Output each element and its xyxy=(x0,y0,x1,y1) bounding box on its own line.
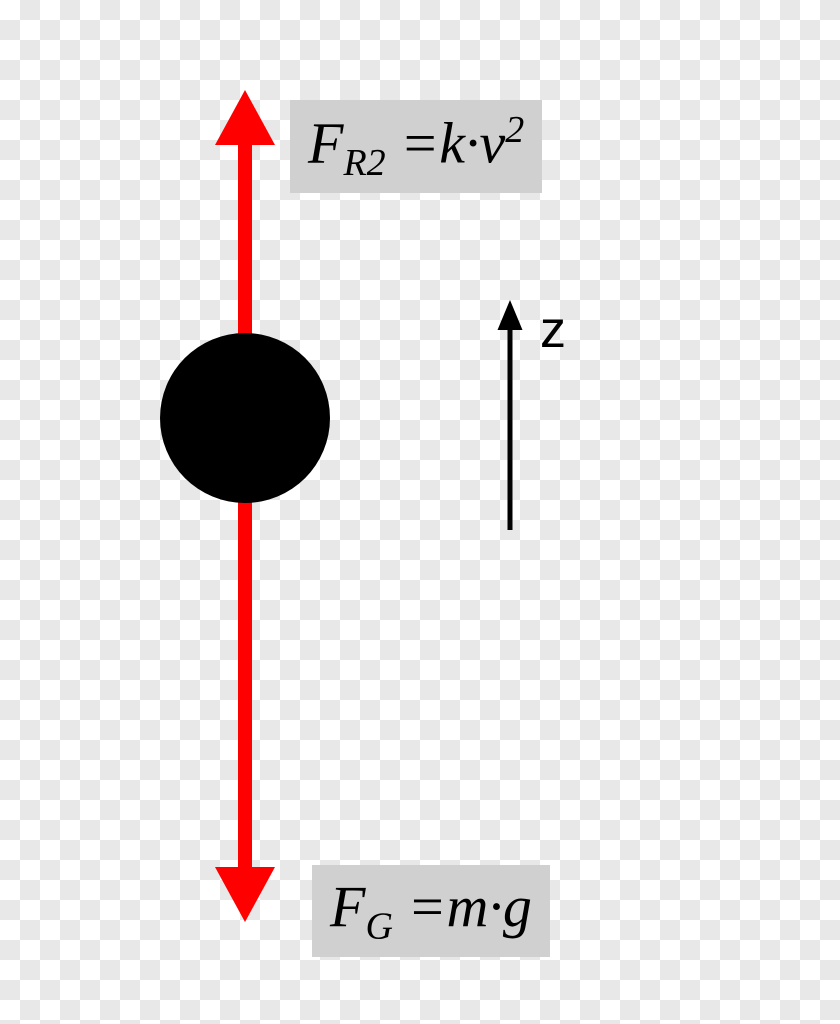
gravity-force-label: FG =m·g xyxy=(312,865,550,957)
drag-force-label: FR2 =k·v2 xyxy=(290,100,542,193)
label-sup: 2 xyxy=(505,109,524,151)
label-sub: R2 xyxy=(343,142,385,184)
z-axis-head xyxy=(498,300,523,330)
label-eq: = xyxy=(393,874,447,939)
label-rhs: k·v xyxy=(439,110,505,175)
label-eq: = xyxy=(386,110,440,175)
label-rhs: m·g xyxy=(447,874,532,939)
label-F: F xyxy=(308,110,343,175)
z-axis-label: z xyxy=(540,300,566,360)
force-arrow-head-down xyxy=(215,867,275,922)
force-arrow-head-up xyxy=(215,90,275,145)
mass-circle xyxy=(160,333,330,503)
label-F: F xyxy=(330,874,365,939)
label-sub: G xyxy=(365,906,392,948)
free-body-diagram: FR2 =k·v2 FG =m·g z xyxy=(0,0,840,1024)
